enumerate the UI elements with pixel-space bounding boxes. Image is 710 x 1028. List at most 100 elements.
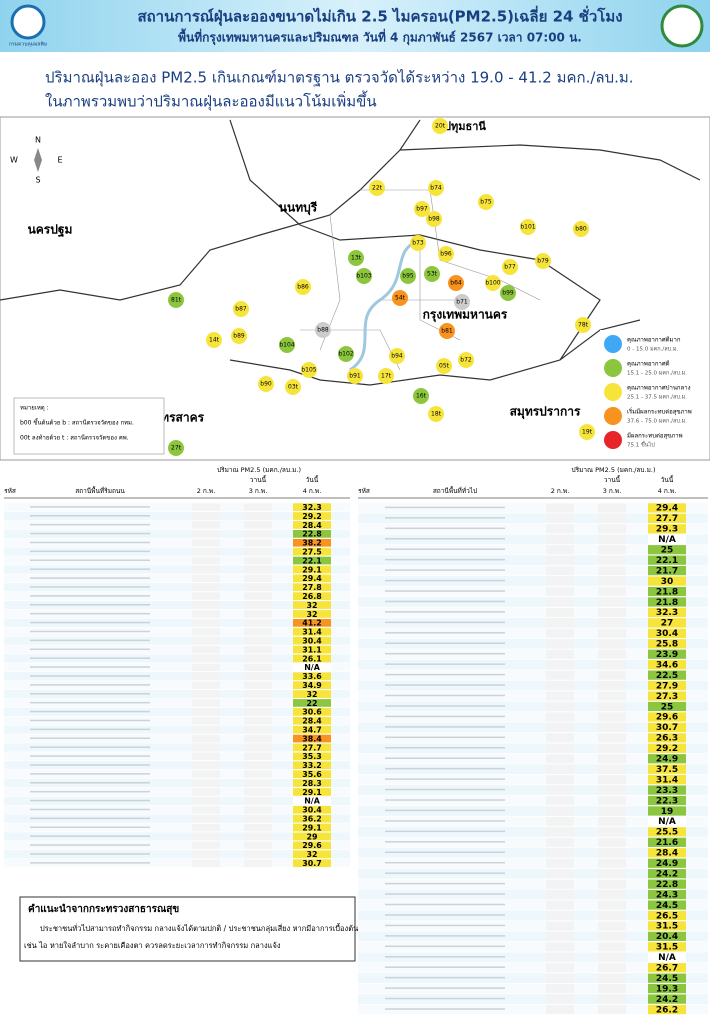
name-placeholder bbox=[385, 673, 505, 676]
today-value: 29.6 bbox=[656, 713, 678, 723]
row-bg bbox=[358, 837, 708, 848]
name-placeholder bbox=[30, 523, 150, 526]
row-bg bbox=[358, 941, 708, 952]
past-cell bbox=[598, 984, 626, 994]
day-note: วันนี้ bbox=[306, 475, 319, 484]
station-label: b94 bbox=[391, 353, 403, 360]
today-cell bbox=[648, 691, 686, 701]
name-placeholder bbox=[30, 853, 150, 855]
station-marker bbox=[535, 253, 551, 269]
station-label: b89 bbox=[233, 333, 245, 340]
today-value: 31.5 bbox=[656, 943, 678, 953]
today-value: N/A bbox=[304, 797, 320, 806]
today-value: 22.8 bbox=[302, 530, 321, 539]
name-placeholder bbox=[30, 746, 150, 748]
row-bg bbox=[4, 600, 350, 610]
today-cell bbox=[648, 576, 686, 586]
row-bg bbox=[4, 814, 350, 823]
station-marker bbox=[424, 266, 440, 282]
row-bg bbox=[358, 576, 708, 586]
row-bg bbox=[358, 973, 708, 984]
today-cell bbox=[293, 619, 331, 627]
today-cell bbox=[648, 942, 686, 952]
past-cell bbox=[244, 734, 272, 743]
past-cell bbox=[598, 545, 626, 555]
compass-label: N bbox=[35, 136, 41, 145]
station-marker bbox=[448, 275, 464, 291]
region-label: นครปฐม bbox=[28, 223, 73, 238]
station-label: b79 bbox=[537, 258, 549, 265]
agency: กรมควบคุมมลพิษ bbox=[9, 41, 48, 48]
past-cell bbox=[192, 690, 220, 698]
today-value: 21.6 bbox=[656, 838, 678, 848]
name-placeholder bbox=[385, 621, 505, 624]
station-marker bbox=[389, 348, 405, 364]
station-label: b74 bbox=[430, 185, 442, 192]
river bbox=[349, 238, 421, 372]
row-bg bbox=[4, 770, 350, 779]
today-cell bbox=[293, 556, 331, 565]
past-cell bbox=[244, 690, 272, 698]
region-label: กรุงเทพมหานคร bbox=[423, 308, 508, 323]
past-cell bbox=[244, 841, 272, 849]
station-marker bbox=[579, 424, 595, 440]
past-cell bbox=[598, 608, 626, 617]
row-bg bbox=[358, 785, 708, 795]
today-value: 26.2 bbox=[656, 1005, 678, 1015]
legend-name: เริ่มมีผลกระทบต่อสุขภาพ bbox=[627, 408, 692, 416]
today-cell bbox=[293, 645, 331, 654]
past-cell bbox=[546, 911, 574, 920]
name-placeholder bbox=[385, 548, 505, 550]
name-placeholder bbox=[30, 737, 150, 740]
today-cell bbox=[293, 636, 331, 645]
past-cell bbox=[244, 565, 272, 574]
today-value: 19.3 bbox=[656, 984, 678, 994]
unit-header: ปริมาณ PM2.5 (มคก./ลบ.ม.) bbox=[217, 466, 301, 474]
logo bbox=[660, 4, 704, 48]
station-label: b77 bbox=[504, 264, 516, 271]
today-value: 35.6 bbox=[302, 770, 322, 779]
row-bg bbox=[4, 841, 350, 850]
past-cell bbox=[546, 764, 574, 774]
row-bg bbox=[4, 823, 350, 832]
past-cell bbox=[598, 618, 626, 628]
name-placeholder bbox=[385, 851, 505, 854]
logo bbox=[10, 4, 46, 40]
today-cell bbox=[648, 984, 686, 994]
past-cell bbox=[546, 848, 574, 858]
name-placeholder bbox=[385, 872, 505, 874]
past-cell bbox=[244, 699, 272, 707]
today-value: 33.6 bbox=[302, 672, 322, 681]
row-bg bbox=[4, 752, 350, 761]
past-cell bbox=[598, 534, 626, 544]
station-marker bbox=[168, 440, 184, 456]
today-value: 22.3 bbox=[656, 796, 678, 806]
past-cell bbox=[244, 574, 272, 582]
today-cell bbox=[293, 690, 331, 698]
station-label: b64 bbox=[450, 280, 462, 287]
name-placeholder bbox=[30, 755, 150, 757]
past-cell bbox=[546, 670, 574, 680]
today-cell bbox=[648, 649, 686, 659]
row-bg bbox=[358, 712, 708, 722]
past-cell bbox=[244, 503, 272, 511]
past-cell bbox=[546, 660, 574, 670]
code-header: รหัส bbox=[4, 487, 16, 495]
today-value: 27.7 bbox=[656, 514, 678, 524]
day-header: 4 ก.พ. bbox=[658, 487, 677, 495]
today-cell bbox=[293, 699, 331, 707]
station-label: b98 bbox=[428, 216, 440, 223]
row-bg bbox=[358, 795, 708, 806]
name-placeholder bbox=[30, 799, 150, 802]
row-bg bbox=[358, 670, 708, 681]
past-cell bbox=[546, 1005, 574, 1014]
today-cell bbox=[293, 610, 331, 618]
today-value: 38.4 bbox=[302, 734, 322, 743]
today-cell bbox=[648, 858, 686, 868]
today-value: 34.6 bbox=[656, 660, 678, 670]
region-label: นนทบุรี bbox=[279, 201, 318, 216]
row-bg bbox=[4, 556, 350, 565]
past-cell bbox=[244, 761, 272, 769]
today-value: 30.7 bbox=[302, 859, 321, 868]
row-bg bbox=[358, 774, 708, 785]
